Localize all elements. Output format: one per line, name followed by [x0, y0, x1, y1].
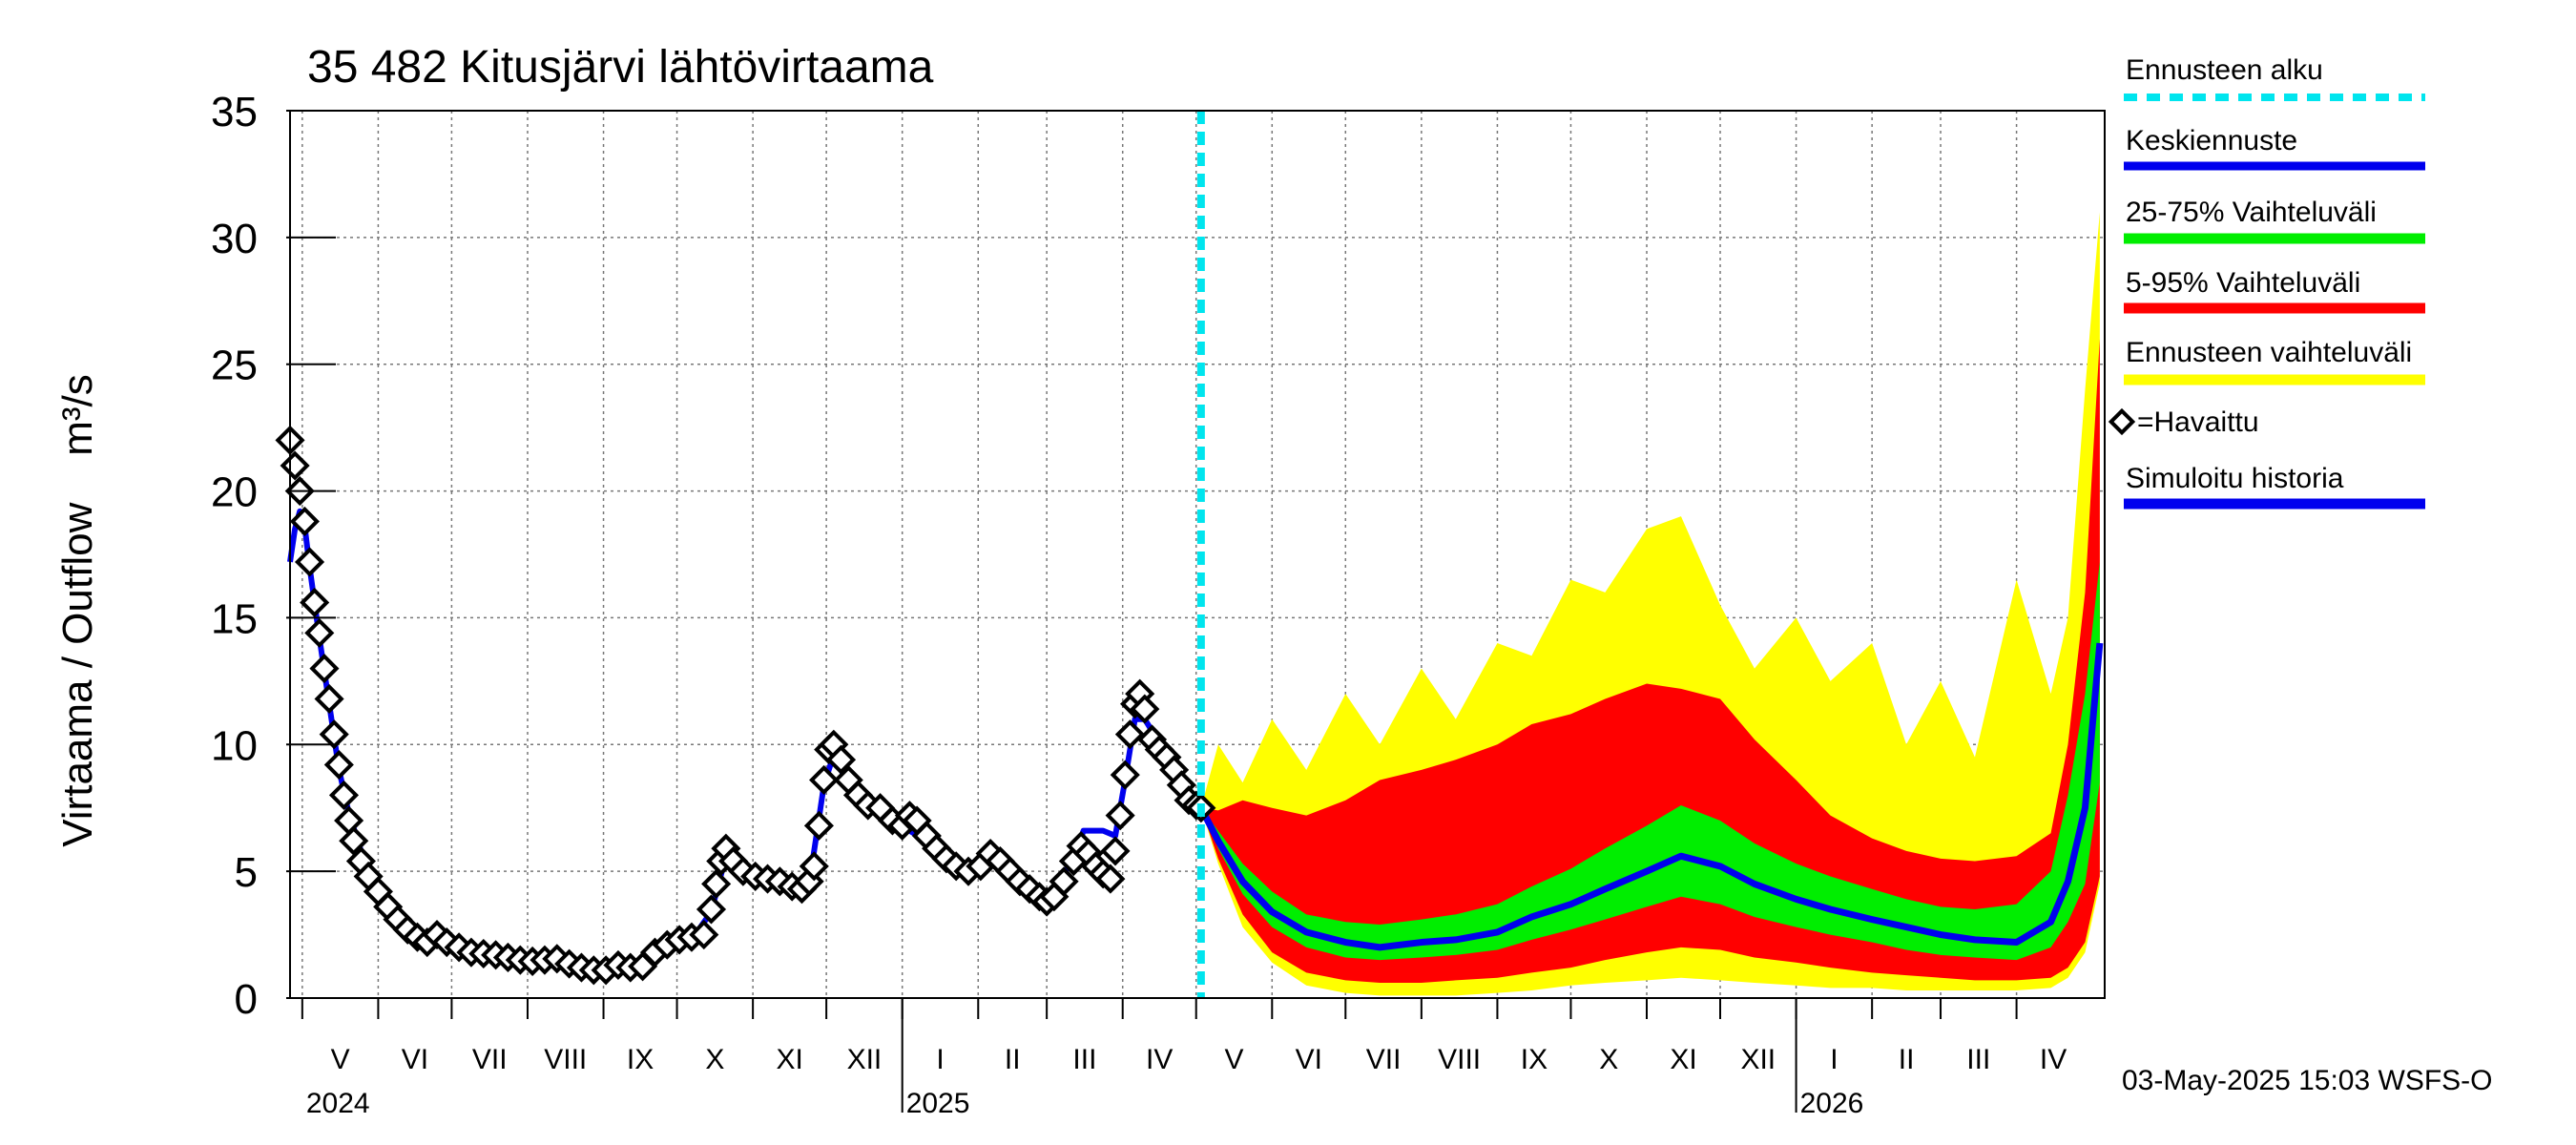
observed-point [803, 810, 834, 841]
legend-label-forecast-start: Ennusteen alku [2126, 54, 2323, 86]
observed-point [314, 683, 344, 715]
legend-label-observed: =Havaittu [2137, 406, 2259, 438]
year-label: 2024 [306, 1088, 370, 1119]
month-label: II [1899, 1044, 1915, 1075]
month-label: XII [1740, 1044, 1776, 1075]
month-label: III [1966, 1044, 1990, 1075]
month-label: XII [847, 1044, 883, 1075]
y-axis-label: Virtaama / Outflow m³/s [54, 374, 101, 847]
year-label: 2026 [1800, 1088, 1864, 1119]
y-tick-label: 15 [211, 595, 258, 642]
observed-point [339, 825, 369, 856]
observed-point [309, 654, 340, 684]
observed-point [280, 450, 310, 481]
month-label: IV [1146, 1044, 1173, 1075]
timestamp-footer: 03-May-2025 15:03 WSFS-O [2122, 1065, 2493, 1096]
legend-label-p25-75: 25-75% Vaihteluväli [2126, 197, 2377, 228]
observed-series [275, 425, 1216, 986]
observed-point [323, 749, 354, 781]
month-label: VIII [544, 1044, 587, 1075]
month-label: VII [472, 1044, 508, 1075]
observed-point [799, 851, 829, 882]
month-label: V [1224, 1044, 1243, 1075]
observed-point [1114, 719, 1145, 750]
observed-point [696, 894, 727, 925]
plot-frame [289, 110, 2106, 999]
month-label: I [1830, 1044, 1838, 1075]
y-tick-label: 35 [211, 89, 258, 135]
month-label: I [936, 1044, 944, 1075]
chart-title: 35 482 Kitusjärvi lähtövirtaama [307, 42, 934, 93]
observed-point [328, 780, 360, 810]
legend-label-median: Keskiennuste [2126, 125, 2297, 156]
month-label: IX [1521, 1044, 1548, 1075]
month-label: VII [1366, 1044, 1402, 1075]
observed-point [304, 617, 335, 648]
observed-point [1110, 760, 1140, 790]
observed-point [334, 805, 364, 836]
observed-point [1095, 864, 1126, 894]
observed-point [289, 506, 320, 537]
observed-point [1049, 866, 1079, 897]
forecast-p5-95-band [1200, 339, 2100, 984]
observed-point [701, 868, 732, 899]
month-label: VI [1296, 1044, 1322, 1075]
year-label: 2025 [906, 1088, 970, 1119]
legend-label-p5-95: 5-95% Vaihteluväli [2126, 267, 2360, 299]
month-label: IX [627, 1044, 654, 1075]
month-label: II [1005, 1044, 1021, 1075]
observed-point [294, 547, 325, 577]
month-label: X [705, 1044, 724, 1075]
observed-point [300, 587, 330, 618]
observed-point [1100, 836, 1131, 866]
month-label: IV [2040, 1044, 2067, 1075]
month-label: XI [1670, 1044, 1696, 1075]
month-label: X [1599, 1044, 1618, 1075]
observed-point [825, 744, 857, 775]
legend: Ennusteen alku Keskiennuste 25-75% Vaiht… [2108, 54, 2425, 510]
y-tick-label: 10 [211, 722, 258, 769]
y-tick-label: 30 [211, 216, 258, 262]
observed-point [1130, 694, 1160, 724]
month-label: VI [402, 1044, 428, 1075]
month-label: III [1072, 1044, 1096, 1075]
month-label: VIII [1438, 1044, 1481, 1075]
legend-label-simulated: Simuloitu historia [2126, 463, 2344, 494]
legend-label-range: Ennusteen vaihteluväli [2126, 337, 2412, 368]
y-tick-label: 25 [211, 343, 258, 389]
y-tick-label: 5 [235, 849, 258, 896]
observed-point [809, 764, 840, 796]
observed-point [689, 920, 719, 950]
forecast-median-line [1197, 642, 2104, 951]
legend-swatch-observed [2108, 407, 2136, 436]
month-label: V [331, 1044, 350, 1075]
month-label: XI [776, 1044, 802, 1075]
y-tick-label: 0 [235, 976, 258, 1023]
observed-point [319, 719, 349, 750]
observed-point [1105, 801, 1135, 831]
y-tick-label: 20 [211, 469, 258, 516]
